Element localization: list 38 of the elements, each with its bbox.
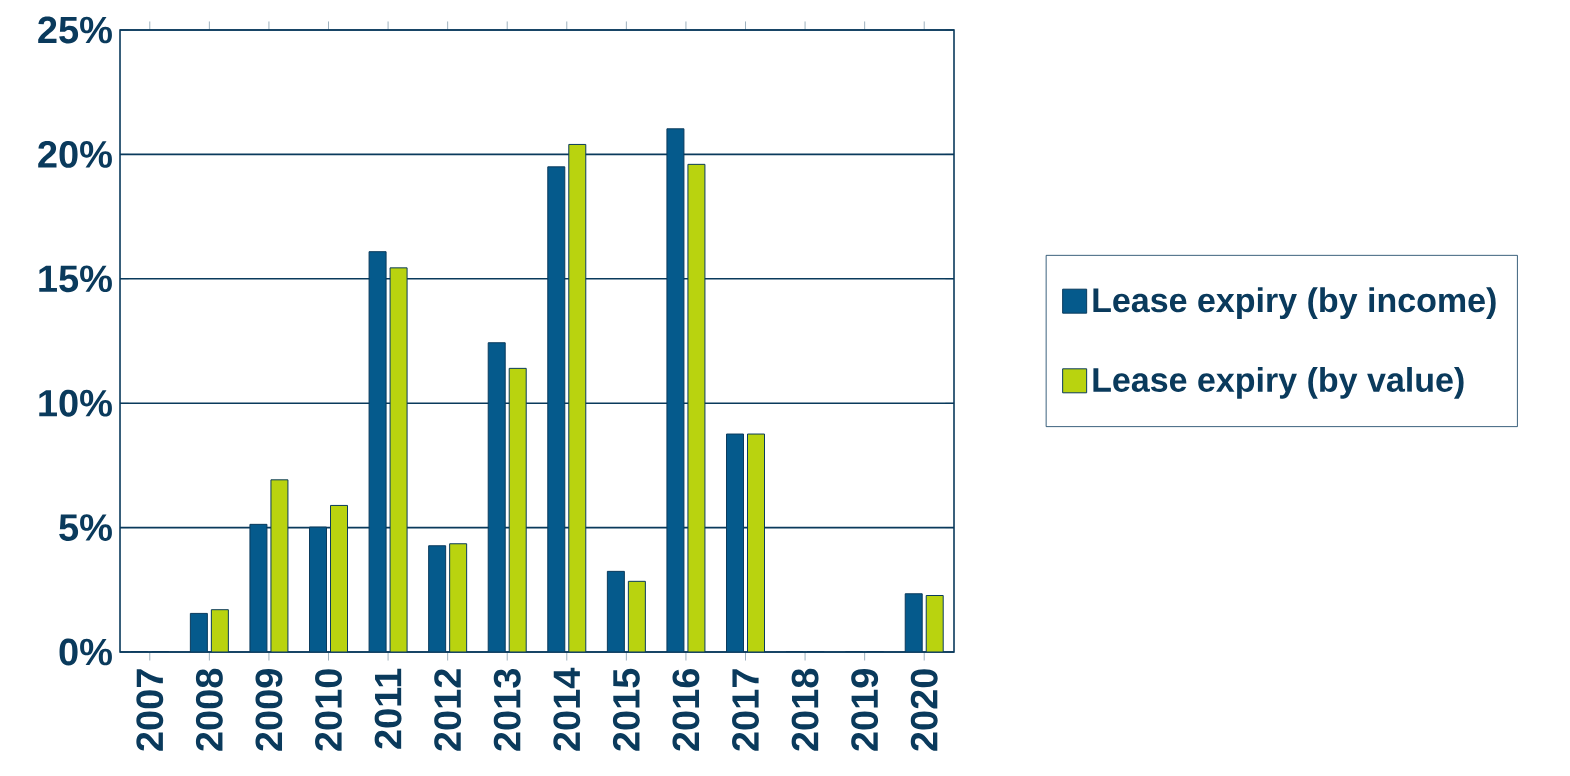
bar	[309, 527, 327, 652]
x-tick-label: 2018	[791, 668, 819, 751]
x-tick-label: 2013	[493, 668, 521, 751]
x-tick-label: 2012	[434, 669, 462, 751]
bar	[428, 545, 446, 652]
y-tick-label: 20%	[38, 140, 112, 168]
legend-label: Lease expiry (by value)	[1093, 367, 1464, 399]
bar	[330, 505, 348, 652]
x-tick-label: 2007	[136, 669, 164, 751]
x-tick-label: 2014	[553, 667, 581, 751]
y-tick-label: 15%	[39, 265, 112, 293]
bar	[190, 613, 208, 652]
y-tick-label: 5%	[59, 514, 112, 541]
bar	[904, 593, 923, 652]
bar	[568, 144, 586, 652]
x-tick-label: 2015	[612, 668, 640, 751]
bar	[547, 166, 565, 652]
x-tick-label: 2016	[672, 668, 700, 751]
y-tick-label: 0%	[59, 638, 112, 666]
bar	[488, 342, 506, 652]
x-tick-label: 2019	[851, 669, 879, 751]
x-tick-label: 2009	[255, 669, 283, 751]
x-tick-label: 2010	[315, 669, 342, 751]
x-tick-label: 2011	[374, 668, 402, 749]
bar	[628, 581, 646, 652]
y-tick-label: 25%	[38, 16, 112, 44]
bar	[747, 434, 765, 652]
bar	[509, 368, 527, 652]
bar	[607, 571, 625, 652]
x-tick-label: 2017	[732, 669, 759, 751]
x-tick-label: 2008	[195, 668, 223, 751]
x-tick-label: 2020	[910, 669, 938, 751]
bar	[925, 595, 944, 652]
legend-label: Lease expiry (by income)	[1093, 287, 1496, 320]
bar	[449, 543, 467, 652]
y-tick-label: 10%	[39, 389, 112, 417]
bar	[211, 609, 229, 652]
bar	[726, 434, 744, 652]
